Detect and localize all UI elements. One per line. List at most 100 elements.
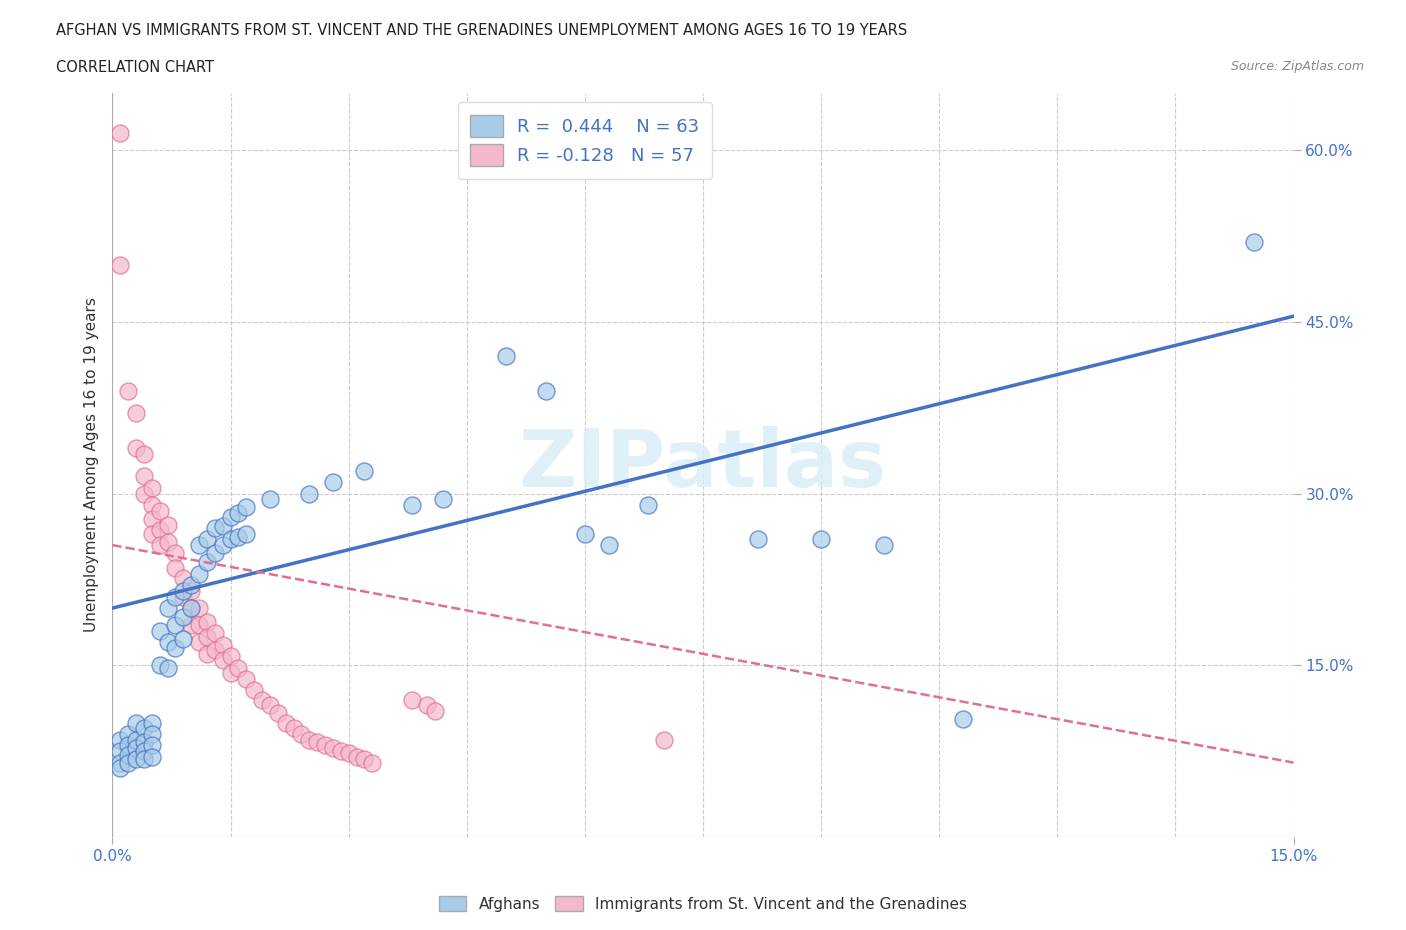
Point [228,660,250,675]
Point [156,660,179,675]
Point [165,590,187,604]
Point [598,538,620,552]
Point [165,641,187,656]
Point [117,747,139,762]
Point [172,583,194,598]
Point [149,658,172,672]
Point [117,726,139,741]
Point [219,509,242,524]
Point [219,666,242,681]
Point [416,698,439,712]
Point [141,750,163,764]
Point [322,474,344,489]
Point [204,643,226,658]
Point [149,523,172,538]
Point [125,751,148,766]
Point [195,646,218,661]
Point [298,486,321,501]
Point [132,735,155,750]
Point [156,534,179,549]
Legend: Afghans, Immigrants from St. Vincent and the Grenadines: Afghans, Immigrants from St. Vincent and… [433,889,973,918]
Point [432,492,454,507]
Point [188,538,211,552]
Point [195,630,218,644]
Point [141,726,163,741]
Point [195,615,218,630]
Point [267,706,290,721]
Point [353,751,375,766]
Point [110,755,132,770]
Point [141,481,163,496]
Point [195,532,218,547]
Text: CORRELATION CHART: CORRELATION CHART [56,60,214,75]
Point [180,578,202,592]
Point [141,738,163,753]
Point [149,538,172,552]
Point [149,503,172,518]
Point [204,626,226,641]
Point [180,583,202,598]
Point [361,755,384,770]
Point [172,590,194,604]
Point [243,683,266,698]
Point [125,740,148,755]
Point [110,761,132,776]
Point [314,738,336,753]
Point [810,532,832,547]
Point [156,601,179,616]
Y-axis label: Unemployment Among Ages 16 to 19 years: Unemployment Among Ages 16 to 19 years [83,298,98,632]
Point [188,635,211,650]
Point [259,492,281,507]
Point [180,601,202,616]
Point [211,538,233,552]
Point [165,561,187,576]
Point [132,721,155,736]
Point [401,692,423,707]
Point [235,671,257,686]
Point [125,732,148,747]
Point [235,500,257,515]
Point [219,532,242,547]
Text: AFGHAN VS IMMIGRANTS FROM ST. VINCENT AND THE GRENADINES UNEMPLOYMENT AMONG AGES: AFGHAN VS IMMIGRANTS FROM ST. VINCENT AN… [56,23,907,38]
Point [495,349,517,364]
Point [235,526,257,541]
Point [337,746,360,761]
Point [211,652,233,667]
Point [211,518,233,533]
Point [952,711,974,726]
Point [307,735,329,750]
Point [141,498,163,512]
Point [165,546,187,561]
Point [274,715,297,730]
Point [156,517,179,532]
Point [401,498,423,512]
Point [353,463,375,478]
Point [132,446,155,461]
Point [574,526,596,541]
Point [188,601,211,616]
Point [873,538,896,552]
Point [204,521,226,536]
Point [117,738,139,753]
Point [298,732,321,747]
Point [652,732,675,747]
Point [132,751,155,766]
Point [290,726,312,741]
Point [228,530,250,545]
Point [259,698,281,712]
Point [117,755,139,770]
Text: Source: ZipAtlas.com: Source: ZipAtlas.com [1230,60,1364,73]
Point [149,623,172,638]
Point [117,383,139,398]
Point [534,383,557,398]
Point [211,637,233,652]
Text: ZIPatlas: ZIPatlas [519,426,887,504]
Point [346,750,368,764]
Point [219,649,242,664]
Point [195,555,218,570]
Point [141,512,163,526]
Point [156,635,179,650]
Point [110,126,132,140]
Point [172,610,194,625]
Point [125,715,148,730]
